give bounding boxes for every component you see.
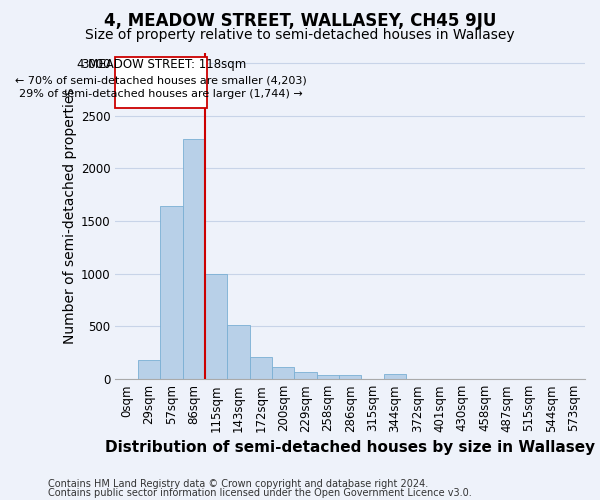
Text: ← 70% of semi-detached houses are smaller (4,203): ← 70% of semi-detached houses are smalle… <box>16 76 307 86</box>
Text: 4 MEADOW STREET: 118sqm: 4 MEADOW STREET: 118sqm <box>77 58 246 71</box>
FancyBboxPatch shape <box>115 56 207 108</box>
Y-axis label: Number of semi-detached properties: Number of semi-detached properties <box>63 88 77 344</box>
Bar <box>295 372 317 379</box>
Bar <box>182 139 205 379</box>
Bar <box>384 374 406 379</box>
Text: Contains public sector information licensed under the Open Government Licence v3: Contains public sector information licen… <box>48 488 472 498</box>
Bar <box>138 360 160 379</box>
Text: 29% of semi-detached houses are larger (1,744) →: 29% of semi-detached houses are larger (… <box>19 90 303 100</box>
Bar <box>227 326 250 379</box>
Text: Size of property relative to semi-detached houses in Wallasey: Size of property relative to semi-detach… <box>85 28 515 42</box>
Bar <box>160 206 182 379</box>
Text: 4, MEADOW STREET, WALLASEY, CH45 9JU: 4, MEADOW STREET, WALLASEY, CH45 9JU <box>104 12 496 30</box>
Bar <box>250 356 272 379</box>
Text: Contains HM Land Registry data © Crown copyright and database right 2024.: Contains HM Land Registry data © Crown c… <box>48 479 428 489</box>
Bar <box>339 375 361 379</box>
X-axis label: Distribution of semi-detached houses by size in Wallasey: Distribution of semi-detached houses by … <box>105 440 595 455</box>
Bar <box>317 375 339 379</box>
Bar <box>272 367 295 379</box>
Bar <box>205 274 227 379</box>
